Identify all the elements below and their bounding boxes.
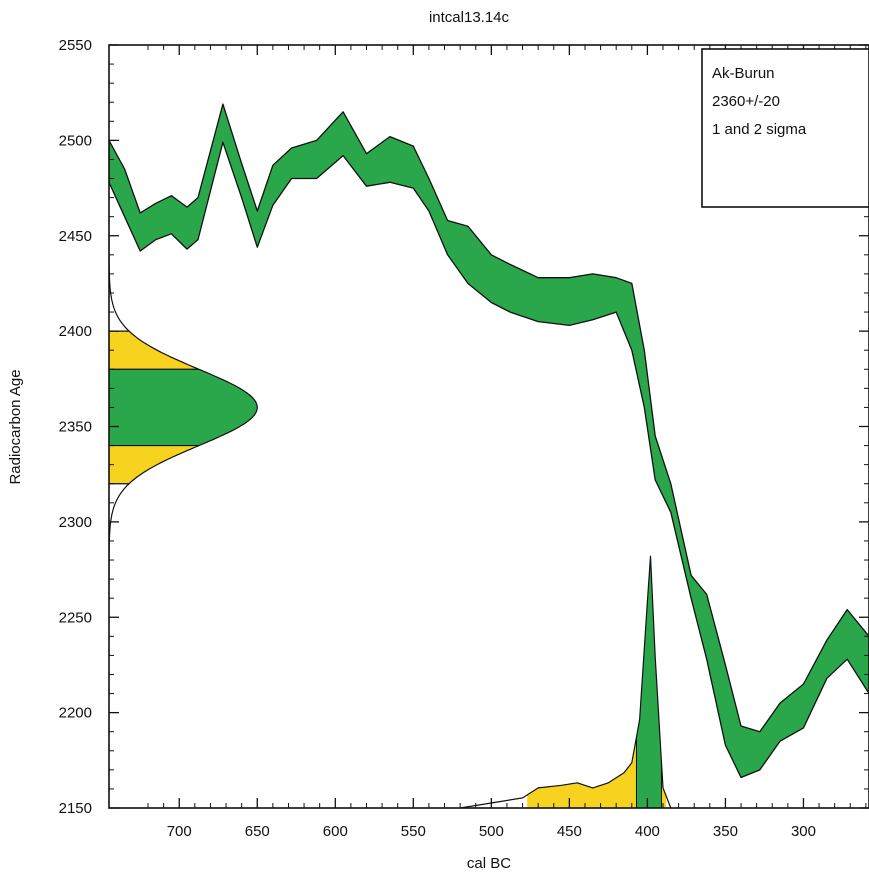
legend-site: Ak-Burun bbox=[712, 65, 775, 82]
y-tick-label: 2350 bbox=[59, 419, 92, 436]
y-tick-label: 2150 bbox=[59, 800, 92, 817]
y-axis-title: Radiocarbon Age bbox=[7, 369, 24, 484]
x-tick-label: 650 bbox=[245, 823, 270, 840]
x-tick-label: 600 bbox=[323, 823, 348, 840]
y-axis: 2150 2200 2250 2300 2350 2400 2450 2500 2550 bbox=[59, 37, 869, 817]
plot-area bbox=[109, 103, 869, 808]
legend-date: 2360+/-20 bbox=[712, 93, 780, 110]
plot-content bbox=[109, 103, 869, 808]
x-tick-label: 700 bbox=[167, 823, 192, 840]
calibrated-one-sigma-area bbox=[636, 556, 662, 808]
legend-sigma: 1 and 2 sigma bbox=[712, 121, 807, 138]
y-tick-label: 2200 bbox=[59, 705, 92, 722]
y-tick-label: 2450 bbox=[59, 228, 92, 245]
x-axis-title: cal BC bbox=[467, 855, 511, 872]
x-axis: 700 650 600 550 500 450 400 350 300 bbox=[147, 45, 867, 840]
y-tick-label: 2300 bbox=[59, 514, 92, 531]
one-sigma-band bbox=[109, 369, 258, 446]
calibration-curve-band bbox=[109, 103, 869, 779]
x-tick-label: 550 bbox=[401, 823, 426, 840]
x-tick-label: 350 bbox=[713, 823, 738, 840]
x-tick-label: 450 bbox=[557, 823, 582, 840]
y-tick-label: 2550 bbox=[59, 37, 92, 54]
y-tick-label: 2250 bbox=[59, 609, 92, 626]
x-tick-label: 400 bbox=[635, 823, 660, 840]
legend-frame bbox=[701, 48, 869, 208]
calibrated-distribution-outline bbox=[460, 555, 672, 808]
x-tick-label: 300 bbox=[791, 823, 816, 840]
y-tick-label: 2500 bbox=[59, 132, 92, 149]
legend-box: Ak-Burun 2360+/-20 1 and 2 sigma bbox=[701, 48, 869, 208]
chart-title: intcal13.14c bbox=[429, 9, 510, 26]
x-tick-label: 500 bbox=[479, 823, 504, 840]
y-tick-label: 2400 bbox=[59, 323, 92, 340]
